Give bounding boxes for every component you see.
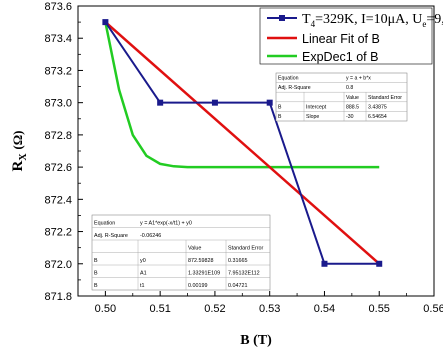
data-point-marker — [157, 99, 164, 106]
data-point-marker — [266, 99, 273, 106]
data-point-marker — [321, 260, 328, 267]
table-cell: 888.5 — [346, 104, 359, 110]
x-axis-ticks: 0.50 0.51 0.52 0.53 0.54 0.55 0.56 — [95, 291, 443, 315]
table-cell: B — [278, 104, 282, 110]
x-tick-label: 0.50 — [95, 303, 116, 315]
y-tick-label: 872.4 — [44, 194, 72, 206]
y-tick-label: 872.8 — [44, 130, 72, 142]
table-cell: Value — [188, 246, 201, 252]
table-cell: Value — [346, 95, 359, 101]
y-tick-label: 873.0 — [44, 98, 72, 110]
table-cell: 6.54654 — [368, 114, 387, 120]
legend-label-expdec: ExpDec1 of B — [302, 50, 378, 64]
y-axis-label: RX (Ω) — [10, 131, 29, 172]
legend-marker-data — [279, 15, 285, 21]
x-tick-label: 0.56 — [423, 303, 443, 315]
table-cell: A1 — [140, 271, 147, 277]
table-cell: Adj. R-Square — [94, 233, 128, 239]
table-cell: 0.8 — [346, 85, 353, 91]
table-cell: 0.00199 — [188, 283, 208, 289]
table-cell: Standard Error — [368, 95, 402, 101]
table-cell: B — [278, 114, 282, 120]
series-linear-fit-line — [104, 21, 381, 265]
y-tick-label: 873.4 — [44, 33, 72, 45]
table-cell: B — [94, 271, 98, 277]
x-tick-label: 0.53 — [259, 303, 280, 315]
table-cell: Standard Error — [228, 246, 264, 252]
table-cell: B — [94, 283, 98, 289]
table-cell: Equation — [278, 76, 299, 82]
table-cell: y0 — [140, 258, 146, 264]
expdec-fit-table: Equation y = A1*exp(-x/t1) + y0 Adj. R-Squ… — [91, 214, 271, 291]
table-bg — [275, 72, 408, 122]
table-cell: -30 — [346, 114, 354, 120]
series-expdec-fit-line — [104, 21, 380, 169]
series-layer — [102, 19, 383, 267]
table-cell: y = a + b*x — [346, 76, 371, 82]
x-tick-label: 0.51 — [149, 303, 170, 315]
series-data-line — [104, 21, 380, 265]
table-cell: t1 — [140, 283, 145, 289]
y-tick-label: 872.2 — [44, 227, 72, 239]
table-cell: Slope — [306, 114, 319, 120]
x-tick-label: 0.54 — [314, 303, 335, 315]
table-cell: B — [94, 258, 98, 264]
legend-label-linear: Linear Fit of B — [302, 32, 380, 46]
table-cell: 1.33291E109 — [188, 271, 220, 277]
y-axis-ticks: 871.8 872.0 872.2 872.4 872.6 872.8 873.0 873.2… — [44, 1, 83, 303]
legend: T4=329K, I=10μA, Ue=9,99mV Linear Fit of… — [259, 7, 443, 65]
svg-text:RX (Ω): RX (Ω) — [10, 131, 29, 172]
table-cell: y = A1*exp(-x/t1) + y0 — [140, 221, 192, 227]
data-point-marker — [211, 99, 218, 106]
table-cell: 7.95132E112 — [228, 271, 260, 277]
y-tick-label: 871.8 — [44, 291, 72, 303]
table-cell: 0.31665 — [228, 258, 248, 264]
y-tick-label: 872.6 — [44, 162, 72, 174]
linear-fit-table: Equation y = a + b*x Adj. R-Square 0.8 Value… — [275, 72, 408, 122]
y-tick-label: 873.6 — [44, 1, 72, 13]
table-cell: 872.59828 — [188, 258, 213, 264]
x-tick-label: 0.55 — [369, 303, 390, 315]
y-tick-label: 873.2 — [44, 65, 72, 77]
table-cell: Equation — [94, 221, 115, 227]
table-cell: Adj. R-Square — [278, 85, 311, 91]
data-point-marker — [376, 260, 383, 267]
x-axis-label: B (T) — [240, 333, 272, 348]
table-cell: Intercept — [306, 104, 327, 110]
legend-label-data: T4=329K, I=10μA, Ue=9,99mV — [302, 12, 443, 29]
data-point-marker — [102, 19, 109, 26]
y-tick-label: 872.0 — [44, 259, 72, 271]
table-cell: -0.06246 — [140, 233, 161, 239]
table-cell: 3.43875 — [368, 104, 387, 110]
table-cell: 0.04721 — [228, 283, 248, 289]
x-tick-label: 0.52 — [204, 303, 225, 315]
